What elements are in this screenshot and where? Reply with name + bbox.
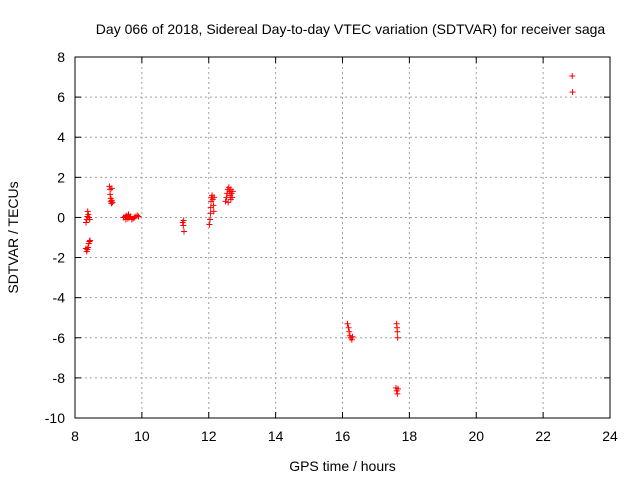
data-point (345, 324, 352, 331)
grid (75, 57, 610, 418)
y-axis-label: SDTVAR / TECUs (5, 181, 21, 293)
data-point (107, 191, 114, 198)
data-point (227, 186, 234, 193)
data-point (122, 216, 129, 223)
data-point (180, 217, 187, 224)
x-tick-label: 24 (602, 428, 618, 444)
data-point (83, 219, 90, 226)
data-point (344, 320, 351, 327)
data-point (125, 211, 132, 218)
data-point (85, 244, 92, 251)
y-tick-label: -2 (53, 250, 66, 266)
y-tick-label: -6 (53, 330, 66, 346)
x-tick-label: 22 (535, 428, 551, 444)
x-tick-label: 10 (134, 428, 150, 444)
data-point (225, 199, 232, 206)
data-point (210, 202, 217, 209)
data-point (207, 216, 214, 223)
data-point (395, 385, 402, 392)
data-point (394, 390, 401, 397)
y-tick-label: 0 (57, 209, 65, 225)
y-tick-label: 6 (57, 89, 65, 105)
x-tick-label: 20 (468, 428, 484, 444)
x-tick-label: 8 (71, 428, 79, 444)
y-tick-label: 2 (57, 169, 65, 185)
data-point (211, 194, 218, 201)
data-point (569, 73, 576, 80)
data-point (85, 211, 92, 218)
data-point (348, 336, 355, 343)
data-point (86, 238, 93, 245)
x-tick-label: 12 (201, 428, 217, 444)
data-point (108, 185, 115, 192)
data-point (109, 199, 116, 206)
data-points (83, 73, 576, 397)
x-axis-label: GPS time / hours (289, 458, 396, 474)
y-tick-label: 4 (57, 129, 65, 145)
data-point (394, 334, 401, 341)
y-tick-label: -8 (53, 370, 66, 386)
data-point (84, 208, 91, 215)
data-point (210, 208, 217, 215)
data-point (223, 194, 230, 201)
data-point (206, 221, 213, 228)
data-point (135, 213, 142, 220)
x-tick-label: 18 (402, 428, 418, 444)
x-tick-label: 16 (335, 428, 351, 444)
data-point (207, 210, 214, 217)
y-tick-label: 8 (57, 49, 65, 65)
data-point (346, 328, 353, 335)
data-point (394, 328, 401, 335)
data-point (86, 216, 93, 223)
data-point (569, 89, 576, 96)
axis-ticks (74, 56, 611, 419)
data-point (181, 228, 188, 235)
data-point (229, 194, 236, 201)
x-tick-label: 14 (268, 428, 284, 444)
chart-title: Day 066 of 2018, Sidereal Day-to-day VTE… (96, 21, 606, 37)
data-point (222, 198, 229, 205)
y-tick-label: -4 (53, 290, 66, 306)
data-point (180, 222, 187, 229)
y-tick-label: -10 (45, 410, 65, 426)
data-point (134, 212, 141, 219)
data-point (349, 333, 356, 340)
data-point (87, 237, 94, 244)
